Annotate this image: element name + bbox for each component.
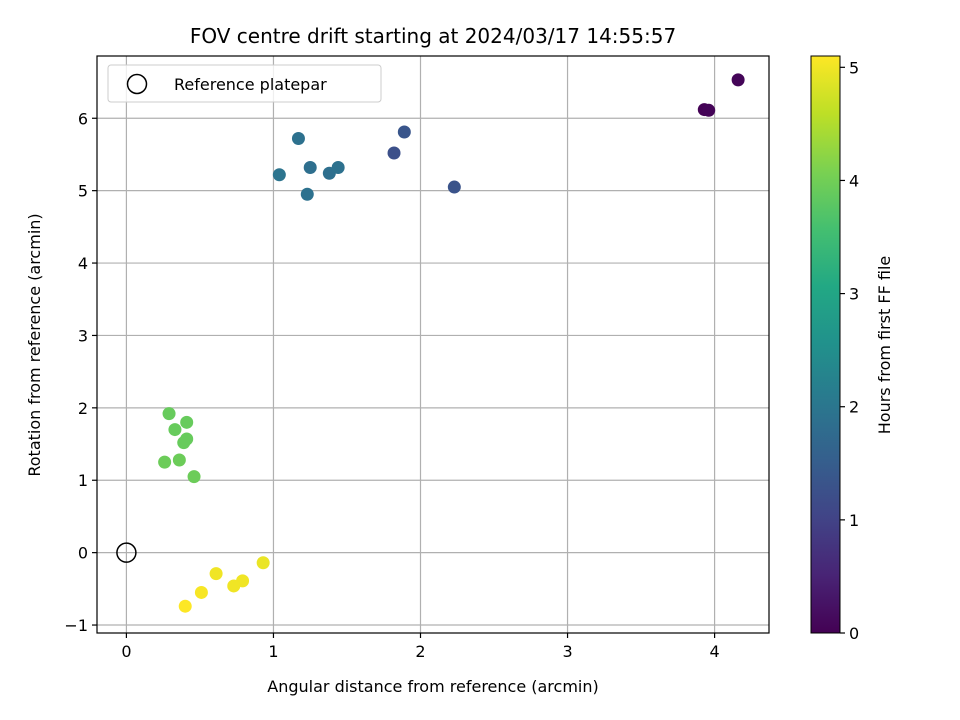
plot-frame — [96, 55, 770, 634]
colorbar-ticks: 0 1 2 3 4 5 — [840, 58, 859, 643]
x-axis-label: Angular distance from reference (arcmin) — [267, 677, 598, 696]
data-points — [116, 73, 745, 613]
y-tick-label: 3 — [78, 326, 88, 345]
data-point — [303, 160, 317, 174]
y-axis-label: Rotation from reference (arcmin) — [25, 213, 44, 476]
colorbar-tick-label: 1 — [849, 511, 859, 530]
legend-reference-marker-icon — [126, 73, 148, 95]
colorbar-tick-label: 0 — [849, 624, 859, 643]
colorbar-tick-label: 4 — [849, 171, 859, 190]
data-point — [180, 415, 194, 429]
legend: Reference platepar — [107, 64, 382, 103]
colorbar-tick-label: 3 — [849, 285, 859, 304]
y-tick-label: 6 — [78, 109, 88, 128]
x-tick-label: 2 — [415, 642, 425, 661]
data-point — [331, 160, 345, 174]
y-tick-label: 0 — [78, 544, 88, 563]
data-point — [177, 436, 191, 450]
grid-lines — [97, 56, 769, 633]
y-tick-label: 1 — [78, 471, 88, 490]
data-point — [194, 585, 208, 599]
data-point — [731, 73, 745, 87]
y-tick-label: 5 — [78, 182, 88, 201]
legend-box — [107, 64, 382, 103]
data-point — [209, 567, 223, 581]
data-point — [387, 146, 401, 160]
x-tick-label: 4 — [709, 642, 719, 661]
data-point — [272, 168, 286, 182]
chart-title: FOV centre drift starting at 2024/03/17 … — [190, 24, 676, 48]
data-point — [291, 132, 305, 146]
x-tick-label: 3 — [562, 642, 572, 661]
data-point — [187, 470, 201, 484]
y-tick-label: 4 — [78, 254, 88, 273]
x-tick-label: 0 — [121, 642, 131, 661]
x-tick-label: 1 — [268, 642, 278, 661]
data-point — [702, 103, 716, 117]
data-point — [162, 407, 176, 421]
data-point — [300, 187, 314, 201]
colorbar-gradient — [810, 55, 841, 634]
legend-entry-reference: Reference platepar — [174, 75, 327, 94]
y-tick-label: −1 — [64, 616, 88, 635]
x-axis-ticks: 0 1 2 3 4 — [121, 633, 720, 661]
colorbar-label: Hours from first FF file — [875, 256, 894, 435]
data-point — [168, 423, 182, 437]
reference-platepar-marker — [116, 542, 137, 563]
data-point — [158, 455, 172, 469]
data-point — [447, 180, 461, 194]
data-point — [256, 556, 270, 570]
colorbar: 0 1 2 3 4 5 Hours from first FF file — [810, 55, 894, 643]
colorbar-tick-label: 5 — [849, 58, 859, 77]
colorbar-tick-label: 2 — [849, 398, 859, 417]
data-point — [178, 599, 192, 613]
data-point — [227, 579, 241, 593]
data-point — [397, 125, 411, 139]
y-tick-label: 2 — [78, 399, 88, 418]
data-point — [172, 453, 186, 467]
y-axis-ticks: −1 0 1 2 3 4 5 6 — [64, 109, 97, 635]
